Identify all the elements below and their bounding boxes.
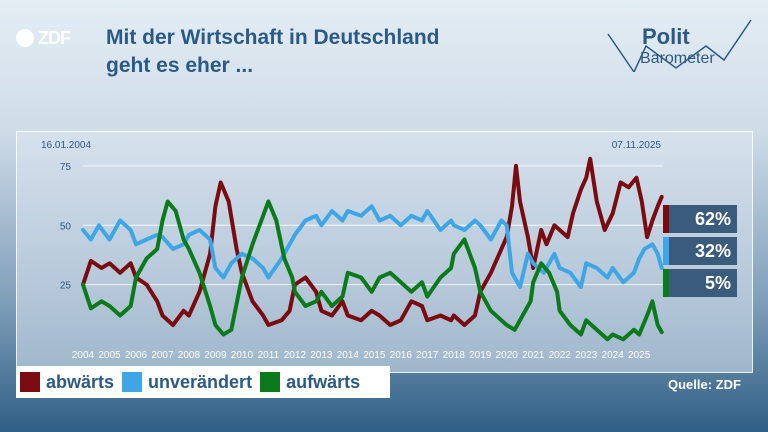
legend: abwärts unverändert aufwärts — [16, 366, 390, 398]
x-tick-label-2015: 2015 — [363, 350, 386, 361]
x-tick-label-2009: 2009 — [204, 350, 227, 361]
source-note: Quelle: ZDF — [668, 377, 741, 392]
legend-label-abwaerts: abwärts — [46, 371, 115, 392]
x-tick-label-2024: 2024 — [602, 350, 625, 361]
x-tick-label-2005: 2005 — [98, 350, 121, 361]
x-tick-label-2022: 2022 — [549, 350, 572, 361]
zdf-logo-text: ZDF — [38, 27, 71, 48]
x-tick-label-2016: 2016 — [390, 350, 413, 361]
x-tick-label-2011: 2011 — [258, 350, 280, 361]
series-line-1 — [81, 204, 664, 289]
x-tick-label-2021: 2021 — [522, 350, 545, 361]
final-value-color-bar-1 — [663, 237, 669, 265]
x-tick-label-2023: 2023 — [575, 350, 598, 361]
x-tick-label-2019: 2019 — [469, 350, 492, 361]
x-tick-label-2006: 2006 — [125, 350, 148, 361]
chart-panel: 25 50 75 2004 2005 2006 2007 2008 2009 2010 2011 20… — [16, 131, 753, 373]
x-tick-label-2007: 2007 — [151, 350, 174, 361]
legend-swatch-aufwaerts — [260, 372, 281, 392]
zdf-logo-ring-icon — [16, 29, 34, 47]
legend-item-unveraendert: unverändert — [122, 372, 252, 393]
series-line-0 — [81, 156, 664, 327]
zdf-logo: ZDF — [16, 26, 80, 50]
legend-label-aufwaerts: aufwärts — [286, 371, 361, 392]
final-value-badge-2: 5% — [663, 269, 737, 297]
x-tick-label-2013: 2013 — [310, 350, 333, 361]
x-tick-label-2025: 2025 — [628, 350, 651, 361]
headline-line2: geht es eher ... — [106, 54, 254, 77]
final-value-color-bar-2 — [663, 269, 669, 297]
politbarometer-polit: Polit — [642, 24, 690, 49]
x-tick-label-2012: 2012 — [284, 350, 307, 361]
headline: Mit der Wirtschaft in Deutschland geht e… — [106, 24, 566, 80]
legend-item-abwaerts: abwärts — [20, 372, 114, 393]
politbarometer-logo: Polit Barometer — [606, 16, 756, 72]
final-value-badge-1: 32% — [663, 237, 737, 265]
headline-line1: Mit der Wirtschaft in Deutschland — [106, 26, 440, 49]
legend-item-aufwaerts: aufwärts — [260, 372, 360, 393]
y-tick-label-75: 75 — [60, 162, 72, 173]
legend-swatch-abwaerts — [20, 372, 40, 392]
final-value-badge-0: 62% — [663, 205, 737, 233]
x-tick-label-2008: 2008 — [178, 350, 201, 361]
y-tick-label-25: 25 — [60, 281, 72, 292]
y-tick-label-50: 50 — [60, 221, 72, 232]
x-tick-label-2014: 2014 — [337, 350, 360, 361]
legend-swatch-unveraendert — [122, 372, 143, 392]
politbarometer-barometer: Barometer — [640, 50, 715, 67]
x-tick-label-2004: 2004 — [72, 350, 95, 361]
x-tick-label-2018: 2018 — [443, 350, 466, 361]
series-line-2 — [81, 199, 664, 342]
x-tick-label-2010: 2010 — [231, 350, 254, 361]
politbarometer-chart-icon — [607, 19, 752, 72]
x-tick-label-2020: 2020 — [496, 350, 519, 361]
x-tick-label-2017: 2017 — [416, 350, 439, 361]
end-date-label: 07.11.2025 — [612, 140, 662, 151]
start-date-label: 16.01.2004 — [41, 140, 91, 151]
legend-label-unveraendert: unverändert — [148, 371, 253, 392]
final-value-color-bar-0 — [663, 205, 669, 233]
